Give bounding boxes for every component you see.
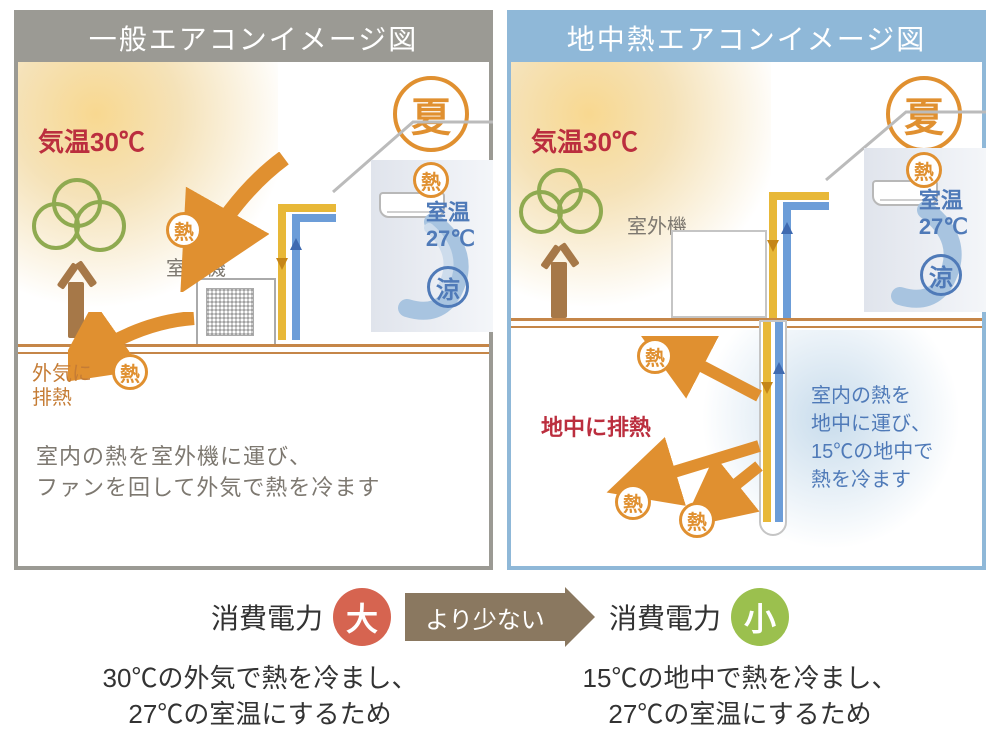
heat-badge: 熱	[413, 162, 449, 198]
heat-badge: 熱	[637, 338, 673, 374]
pipe-yellow	[769, 200, 777, 320]
outdoor-box-icon	[671, 230, 767, 318]
heat-badge: 熱	[112, 354, 148, 390]
panels-row: 一般エアコンイメージ図 夏 気温30℃	[14, 10, 986, 570]
pipe-blue	[292, 214, 336, 222]
outdoor-grill	[206, 288, 254, 336]
description-right: 室内の熱を 地中に運び、 15℃の地中で 熱を冷ます	[811, 382, 933, 494]
panel-title-left: 一般エアコンイメージ図	[18, 14, 489, 62]
ground-line	[511, 326, 982, 328]
arrow-down-icon	[767, 240, 779, 252]
bottom-descriptions: 30℃の外気で熱を冷まし、 27℃の室温にするため 15℃の地中で熱を冷まし、 …	[20, 660, 980, 733]
arrow-up-icon	[773, 362, 785, 374]
heat-badge: 熱	[166, 212, 202, 248]
panel-geothermal-ac: 地中熱エアコンイメージ図 夏 気温30℃	[507, 10, 986, 570]
power-label-right: 消費電力	[609, 597, 721, 637]
power-comparison-row: 消費電力 大 より少ない 消費電力 小	[20, 588, 980, 646]
power-label-left: 消費電力	[211, 597, 323, 637]
room-temp-label: 室温 27℃	[426, 200, 475, 253]
cool-badge: 涼	[920, 254, 962, 296]
heat-badge: 熱	[906, 152, 942, 188]
panel-body-left: 夏 気温30℃	[18, 62, 489, 566]
pipe-blue	[783, 202, 829, 210]
panel-general-ac: 一般エアコンイメージ図 夏 気温30℃	[14, 10, 493, 570]
power-small-badge: 小	[731, 588, 789, 646]
bottom-desc-left: 30℃の外気で熱を冷まし、 27℃の室温にするため	[20, 660, 500, 733]
bottom-desc-right: 15℃の地中で熱を冷まし、 27℃の室温にするため	[500, 660, 980, 733]
heat-badge: 熱	[615, 484, 651, 520]
bore-blue	[775, 322, 783, 522]
underground-exhaust-label: 地中に排熱	[541, 410, 651, 442]
heat-badge: 熱	[679, 502, 715, 538]
arrow-up-icon	[781, 222, 793, 234]
room-temp-label: 室温 27℃	[919, 188, 968, 241]
description-left: 室内の熱を室外機に運び、 ファンを回して外気で熱を冷ます	[36, 442, 380, 504]
tree-leaf-icon	[52, 178, 102, 228]
infographic-root: 一般エアコンイメージ図 夏 気温30℃	[0, 0, 1000, 740]
cool-badge: 涼	[427, 266, 469, 308]
arrow-label: より少ない	[405, 593, 565, 641]
power-big-badge: 大	[333, 588, 391, 646]
panel-body-right: 夏 気温30℃	[511, 62, 982, 566]
exhaust-label: 外気に 排熱	[32, 362, 92, 410]
tree-leaf-icon	[537, 168, 583, 214]
tree-trunk	[551, 262, 567, 318]
bottom-section: 消費電力 大 より少ない 消費電力 小 30℃の外気で熱を冷まし、 27℃の室温…	[14, 588, 986, 733]
ground-line	[511, 318, 982, 321]
comparison-arrow: より少ない	[405, 593, 595, 641]
temp-label: 気温30℃	[531, 122, 638, 159]
temp-label: 気温30℃	[38, 122, 145, 159]
arrow-head-icon	[565, 587, 595, 647]
pipe-yellow	[769, 192, 829, 200]
panel-title-right: 地中熱エアコンイメージ図	[511, 14, 982, 62]
